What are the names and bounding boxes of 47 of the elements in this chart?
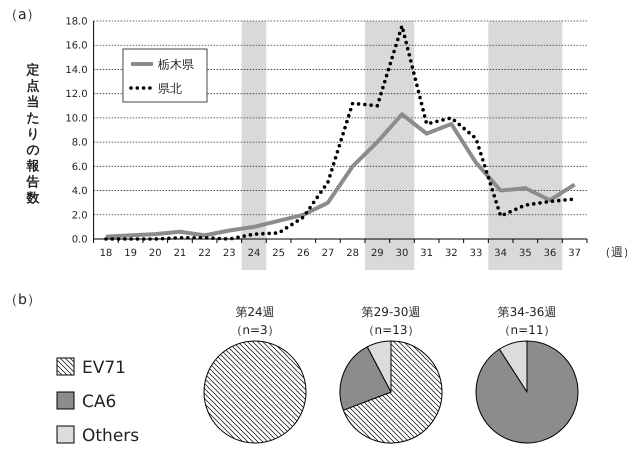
y-tick-label: 0.0 xyxy=(72,234,88,246)
legend-label: CA6 xyxy=(82,392,116,412)
x-tick-label: 25 xyxy=(272,248,285,259)
x-tick-label: 20 xyxy=(148,248,162,259)
chart-title: 第34-36週 xyxy=(498,305,556,319)
chart-subtitle: （n=3） xyxy=(230,323,280,337)
x-tick-label: 36 xyxy=(544,248,556,259)
x-tick-label: 21 xyxy=(174,248,186,259)
x-tick-label: 30 xyxy=(396,248,408,259)
y-tick-label: 4.0 xyxy=(72,186,88,198)
x-tick-label: 31 xyxy=(420,248,434,259)
chart-title: （a） xyxy=(4,7,41,23)
x-tick-label: 22 xyxy=(198,248,211,259)
x-tick-label: 33 xyxy=(470,248,482,259)
chart-title: 第24週 xyxy=(235,305,275,319)
x-tick-label: 34 xyxy=(494,248,508,259)
y-tick-label: 10.0 xyxy=(65,113,88,124)
x-tick-label: 26 xyxy=(296,248,310,259)
legend-label: 栃木県 xyxy=(158,58,194,72)
y-tick-label: 2.0 xyxy=(72,210,88,222)
legend-label: EV71 xyxy=(82,358,126,378)
y-tick-label: 18.0 xyxy=(65,16,88,28)
y-tick-label: 14.0 xyxy=(65,64,88,76)
y-tick-label: 12.0 xyxy=(65,89,88,100)
x-tick-label: 28 xyxy=(346,248,359,259)
y-tick-label: 16.0 xyxy=(65,40,88,52)
x-tick-label: 19 xyxy=(124,248,137,259)
text: （b） xyxy=(4,292,41,308)
pie-slice xyxy=(476,340,578,444)
x-tick-label: 27 xyxy=(322,248,334,259)
x-tick-label: 29 xyxy=(370,248,384,259)
x-tick-label: 32 xyxy=(444,248,458,259)
y-tick-label: 8.0 xyxy=(72,138,88,149)
x-tick-label: 35 xyxy=(518,248,532,259)
y-tick-label: 6.0 xyxy=(72,162,88,173)
chart-subtitle: （n=11） xyxy=(498,323,556,337)
x-tick-label: 37 xyxy=(568,248,582,259)
x-tick-label: 23 xyxy=(222,248,236,259)
legend-label: Others xyxy=(82,426,140,446)
chart-title: 第29-30週 xyxy=(362,305,420,319)
chart-subtitle: （n=13） xyxy=(362,323,420,337)
legend-label: 県北 xyxy=(158,82,182,96)
x-tick-label: 24 xyxy=(248,248,260,259)
line-series xyxy=(104,112,577,239)
text: 定点当たりの報告数 xyxy=(26,63,40,206)
x-axis-title: （週） xyxy=(599,245,627,259)
x-tick-label: 18 xyxy=(100,248,112,259)
